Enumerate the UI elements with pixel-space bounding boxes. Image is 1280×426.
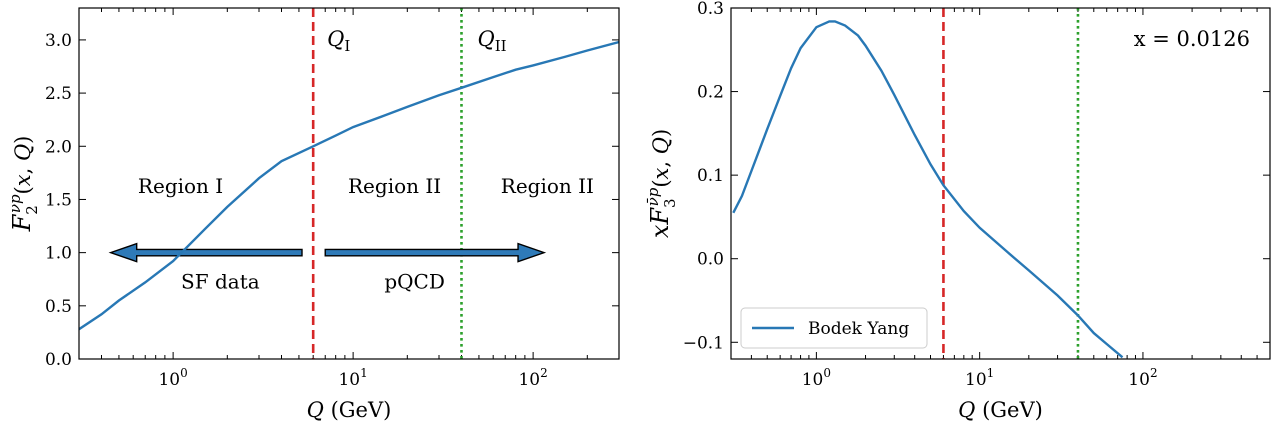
left-panel-f2: 0.0 0.5 1.0 1.5 2.0 2.5 3.0 100 101 102 SF data pQC… bbox=[6, 7, 620, 422]
x-value-annotation: x = 0.0126 bbox=[1134, 27, 1250, 51]
region-arrow bbox=[108, 242, 303, 263]
y-tick-label: 2.5 bbox=[45, 84, 72, 104]
x-tick-label: 102 bbox=[518, 366, 547, 390]
legend: Bodek Yang bbox=[740, 307, 928, 349]
y-tick-label: 0.2 bbox=[697, 83, 724, 103]
region-label: Region II bbox=[348, 174, 441, 198]
x-tick-label: 100 bbox=[158, 366, 187, 390]
x-tick-label: 101 bbox=[965, 366, 994, 390]
y-tick-label: −0.1 bbox=[683, 333, 724, 353]
y-tick-label: 1.0 bbox=[45, 244, 72, 264]
legend-label: Bodek Yang bbox=[808, 319, 909, 339]
y-tick-label: 0.0 bbox=[697, 250, 724, 270]
y-tick-label: 3.0 bbox=[45, 31, 72, 51]
x-tick-label: 102 bbox=[1128, 366, 1157, 390]
q2-label: QII bbox=[477, 27, 506, 55]
y-axis-label: xF3ν̄p(x, Q) bbox=[644, 129, 679, 238]
plot-frame bbox=[78, 7, 620, 360]
x-axis-label: Q (GeV) bbox=[307, 398, 392, 422]
y-tick-label: 0.0 bbox=[45, 350, 72, 370]
legend-box bbox=[740, 307, 928, 349]
series-line bbox=[732, 20, 1124, 359]
arrow-label: SF data bbox=[181, 270, 260, 294]
region-arrow bbox=[324, 242, 547, 263]
y-axis-label: F2νp(x, Q) bbox=[6, 136, 41, 233]
y-tick-label: 0.1 bbox=[697, 166, 724, 186]
plot-frame bbox=[730, 7, 1271, 360]
right-panel-xf3: −0.1 0.0 0.1 0.2 0.3 100 101 102 Q (GeV) x = 0.01… bbox=[644, 0, 1271, 422]
arrow-label: pQCD bbox=[384, 270, 445, 294]
region-label: Region I bbox=[138, 174, 223, 198]
y-tick-label: 2.0 bbox=[45, 137, 72, 157]
q1-label: QI bbox=[327, 27, 350, 55]
x-tick-label: 100 bbox=[802, 366, 831, 390]
series-line bbox=[79, 40, 619, 331]
x-tick-label: 101 bbox=[338, 366, 367, 390]
y-tick-label: 0.3 bbox=[697, 0, 724, 19]
x-axis-label: Q (GeV) bbox=[958, 398, 1043, 422]
y-tick-label: 0.5 bbox=[45, 297, 72, 317]
y-tick-label: 1.5 bbox=[45, 190, 72, 210]
region-label: Region II bbox=[501, 174, 594, 198]
